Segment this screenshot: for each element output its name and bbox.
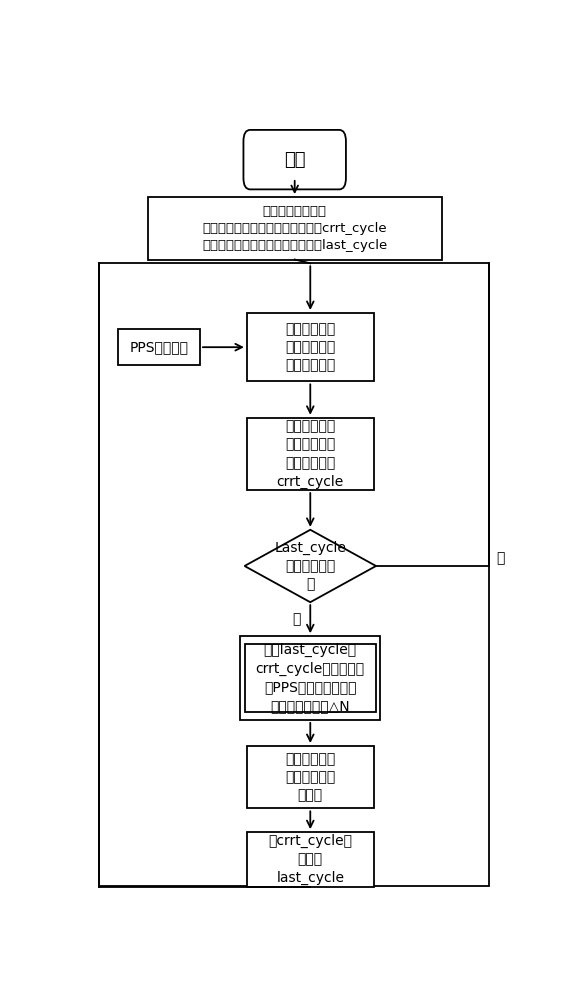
Bar [117,329,200,365]
Text: 中断函数获取
寄存器中记录
的周期数存入
crrt_cycle: 中断函数获取 寄存器中记录 的周期数存入 crrt_cycle [277,419,344,489]
Text: 将crrt_cycle值
赋值给
last_cycle: 将crrt_cycle值 赋值给 last_cycle [269,834,352,885]
Bar [247,832,374,887]
Text: 通过last_cycle与
crrt_cycle计算连续两
次PPS信号间，本地时
钟的实际周期数△N: 通过last_cycle与 crrt_cycle计算连续两 次PPS信号间，本地… [256,643,365,713]
Bar [247,313,374,381]
Polygon shape [244,530,376,602]
Bar [247,418,374,490]
Bar [240,636,381,720]
Text: 硬件将触发时
的时钟周期数
记录在寄存器: 硬件将触发时 的时钟周期数 记录在寄存器 [285,322,335,373]
Text: 初始化参数，如：
当前信号产生对应的时钟周期数：crrt_cycle
上次信号产生对应的时钟周期数：last_cycle: 初始化参数，如： 当前信号产生对应的时钟周期数：crrt_cycle 上次信号产… [202,205,388,252]
Text: 开始: 开始 [284,151,305,169]
FancyBboxPatch shape [243,130,346,189]
Text: Last_cycle
中数据是否有
效: Last_cycle 中数据是否有 效 [274,541,346,591]
Text: 计算时钟实际
周期并修正周
期参数: 计算时钟实际 周期并修正周 期参数 [285,752,335,803]
Text: 是: 是 [292,612,300,626]
Bar [247,746,374,808]
Text: 否: 否 [497,551,505,565]
Bar [148,197,442,260]
Text: PPS信号触发: PPS信号触发 [129,340,188,354]
Bar [244,644,376,712]
Bar [99,263,489,886]
